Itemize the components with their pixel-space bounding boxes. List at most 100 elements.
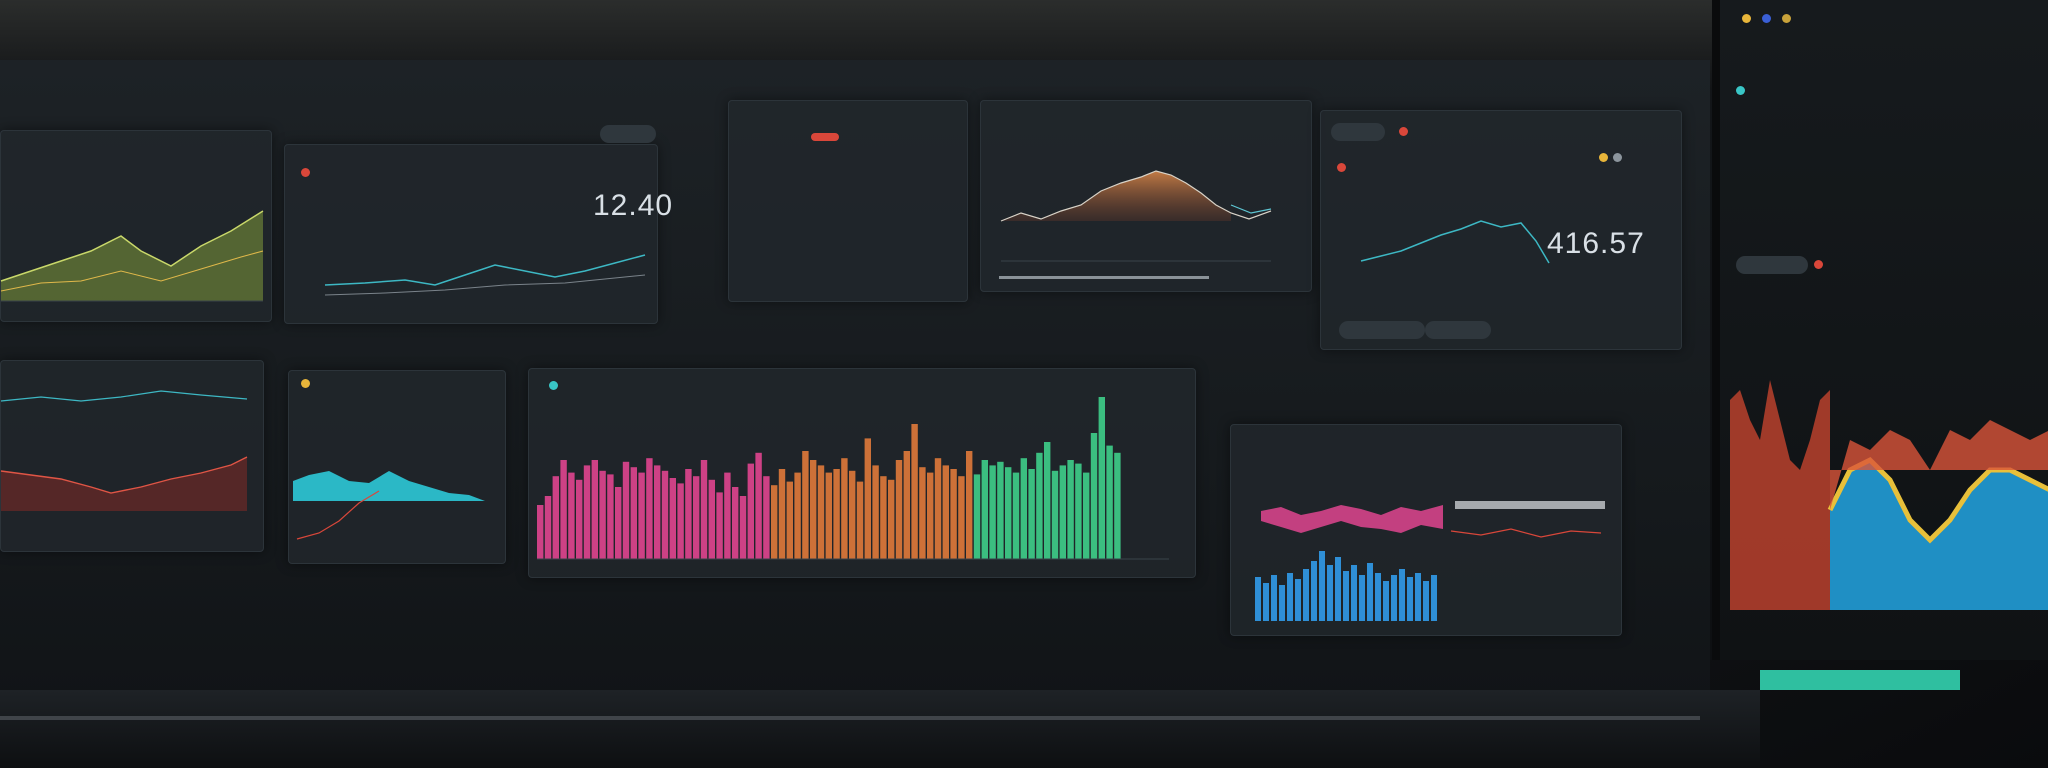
panel-line-chart-b[interactable]: 12.40 — [284, 144, 672, 324]
bar — [685, 469, 692, 559]
bar-chart — [537, 397, 1169, 560]
bar — [786, 481, 793, 559]
bar — [724, 472, 731, 559]
side-monitor — [1712, 0, 2048, 690]
bar — [732, 487, 739, 559]
bar — [810, 460, 817, 559]
bar — [911, 424, 918, 559]
tab-chip[interactable] — [811, 133, 839, 141]
line-chart-b — [324, 254, 646, 296]
bar — [919, 467, 926, 559]
tab-chip[interactable] — [655, 125, 727, 143]
bar — [1028, 469, 1035, 559]
action-button[interactable] — [1425, 321, 1491, 339]
bar — [552, 476, 559, 559]
panel-area-chart-d[interactable] — [980, 100, 1312, 292]
bar — [973, 474, 981, 559]
panel-area-chart-left[interactable] — [0, 130, 272, 322]
mixed-chart — [1255, 501, 1605, 621]
line-chart-f — [0, 390, 248, 511]
bar — [583, 465, 591, 559]
metric-value: 12.40 — [593, 189, 674, 222]
bar — [646, 458, 653, 559]
bar — [997, 461, 1004, 559]
bar — [934, 458, 942, 559]
status-yellow-dot — [1599, 153, 1608, 162]
status-red-dot — [301, 168, 310, 177]
bar — [942, 465, 949, 559]
status-red-dot — [1399, 127, 1408, 136]
bar — [802, 451, 809, 559]
bar — [1083, 472, 1090, 559]
bar — [669, 478, 676, 559]
action-button[interactable] — [1339, 321, 1425, 339]
bar — [537, 505, 544, 559]
bar — [1106, 445, 1113, 559]
bar — [825, 472, 832, 559]
bar — [638, 472, 645, 559]
panel-line-chart-f[interactable] — [0, 360, 264, 552]
bar — [1005, 467, 1012, 559]
bar — [903, 451, 910, 559]
status-yellow-dot — [301, 379, 310, 388]
bar — [1059, 465, 1066, 559]
bar — [1012, 472, 1020, 559]
bar — [716, 492, 723, 559]
bar — [981, 460, 988, 559]
metric-value: 416.57 — [1547, 227, 1645, 260]
bar — [817, 465, 825, 559]
panel-area-chart-g[interactable] — [288, 370, 506, 564]
bar — [833, 469, 840, 559]
info-icon[interactable] — [1613, 153, 1622, 162]
bar — [1051, 470, 1059, 559]
bar — [856, 481, 864, 559]
teal-area-chart — [293, 471, 485, 540]
bar — [607, 474, 614, 559]
status-red-dot — [1337, 163, 1346, 172]
bar — [763, 476, 770, 559]
bar — [599, 470, 606, 559]
monitor-bezel — [0, 690, 1760, 768]
bar — [654, 465, 661, 559]
bar — [966, 451, 973, 559]
status-cyan-dot — [1762, 14, 1771, 23]
status-yellow-dot — [1742, 14, 1751, 23]
bar — [591, 460, 598, 559]
bar — [700, 460, 708, 559]
bar — [1044, 442, 1051, 559]
bar — [622, 461, 630, 559]
status-cyan-dot — [549, 381, 558, 390]
bar — [958, 476, 965, 559]
bar — [778, 469, 786, 559]
hill-area-chart — [999, 170, 1272, 279]
tab-chip[interactable] — [1736, 256, 1808, 274]
panel-info-c[interactable] — [728, 100, 968, 302]
bar — [1098, 397, 1105, 559]
main-monitor: 12.40 — [0, 60, 1710, 706]
bar — [864, 438, 871, 559]
status-yellow-dot — [1782, 14, 1791, 23]
bar — [841, 458, 848, 559]
bar — [880, 476, 887, 559]
panel-bar-chart-h[interactable] — [528, 368, 1196, 578]
bar — [544, 496, 552, 559]
bar — [872, 465, 879, 559]
side-area-chart — [1730, 380, 2048, 690]
bar — [615, 487, 622, 559]
bar — [661, 470, 669, 559]
status-red-dot — [1814, 260, 1823, 269]
bar — [794, 472, 801, 559]
bar — [927, 472, 934, 559]
bar — [1036, 452, 1043, 559]
bezel-edge — [0, 716, 1700, 720]
panel-metric-e[interactable]: 416.57 — [1320, 110, 1682, 350]
bar — [771, 485, 778, 559]
panel-mixed-chart-i[interactable] — [1230, 424, 1622, 636]
bar — [1020, 458, 1027, 559]
bar — [576, 479, 583, 559]
area-chart-left — [0, 210, 264, 302]
bar — [1090, 433, 1098, 559]
bar — [630, 467, 637, 559]
tab-chip[interactable] — [1331, 123, 1385, 141]
tab-chip[interactable] — [600, 125, 656, 143]
